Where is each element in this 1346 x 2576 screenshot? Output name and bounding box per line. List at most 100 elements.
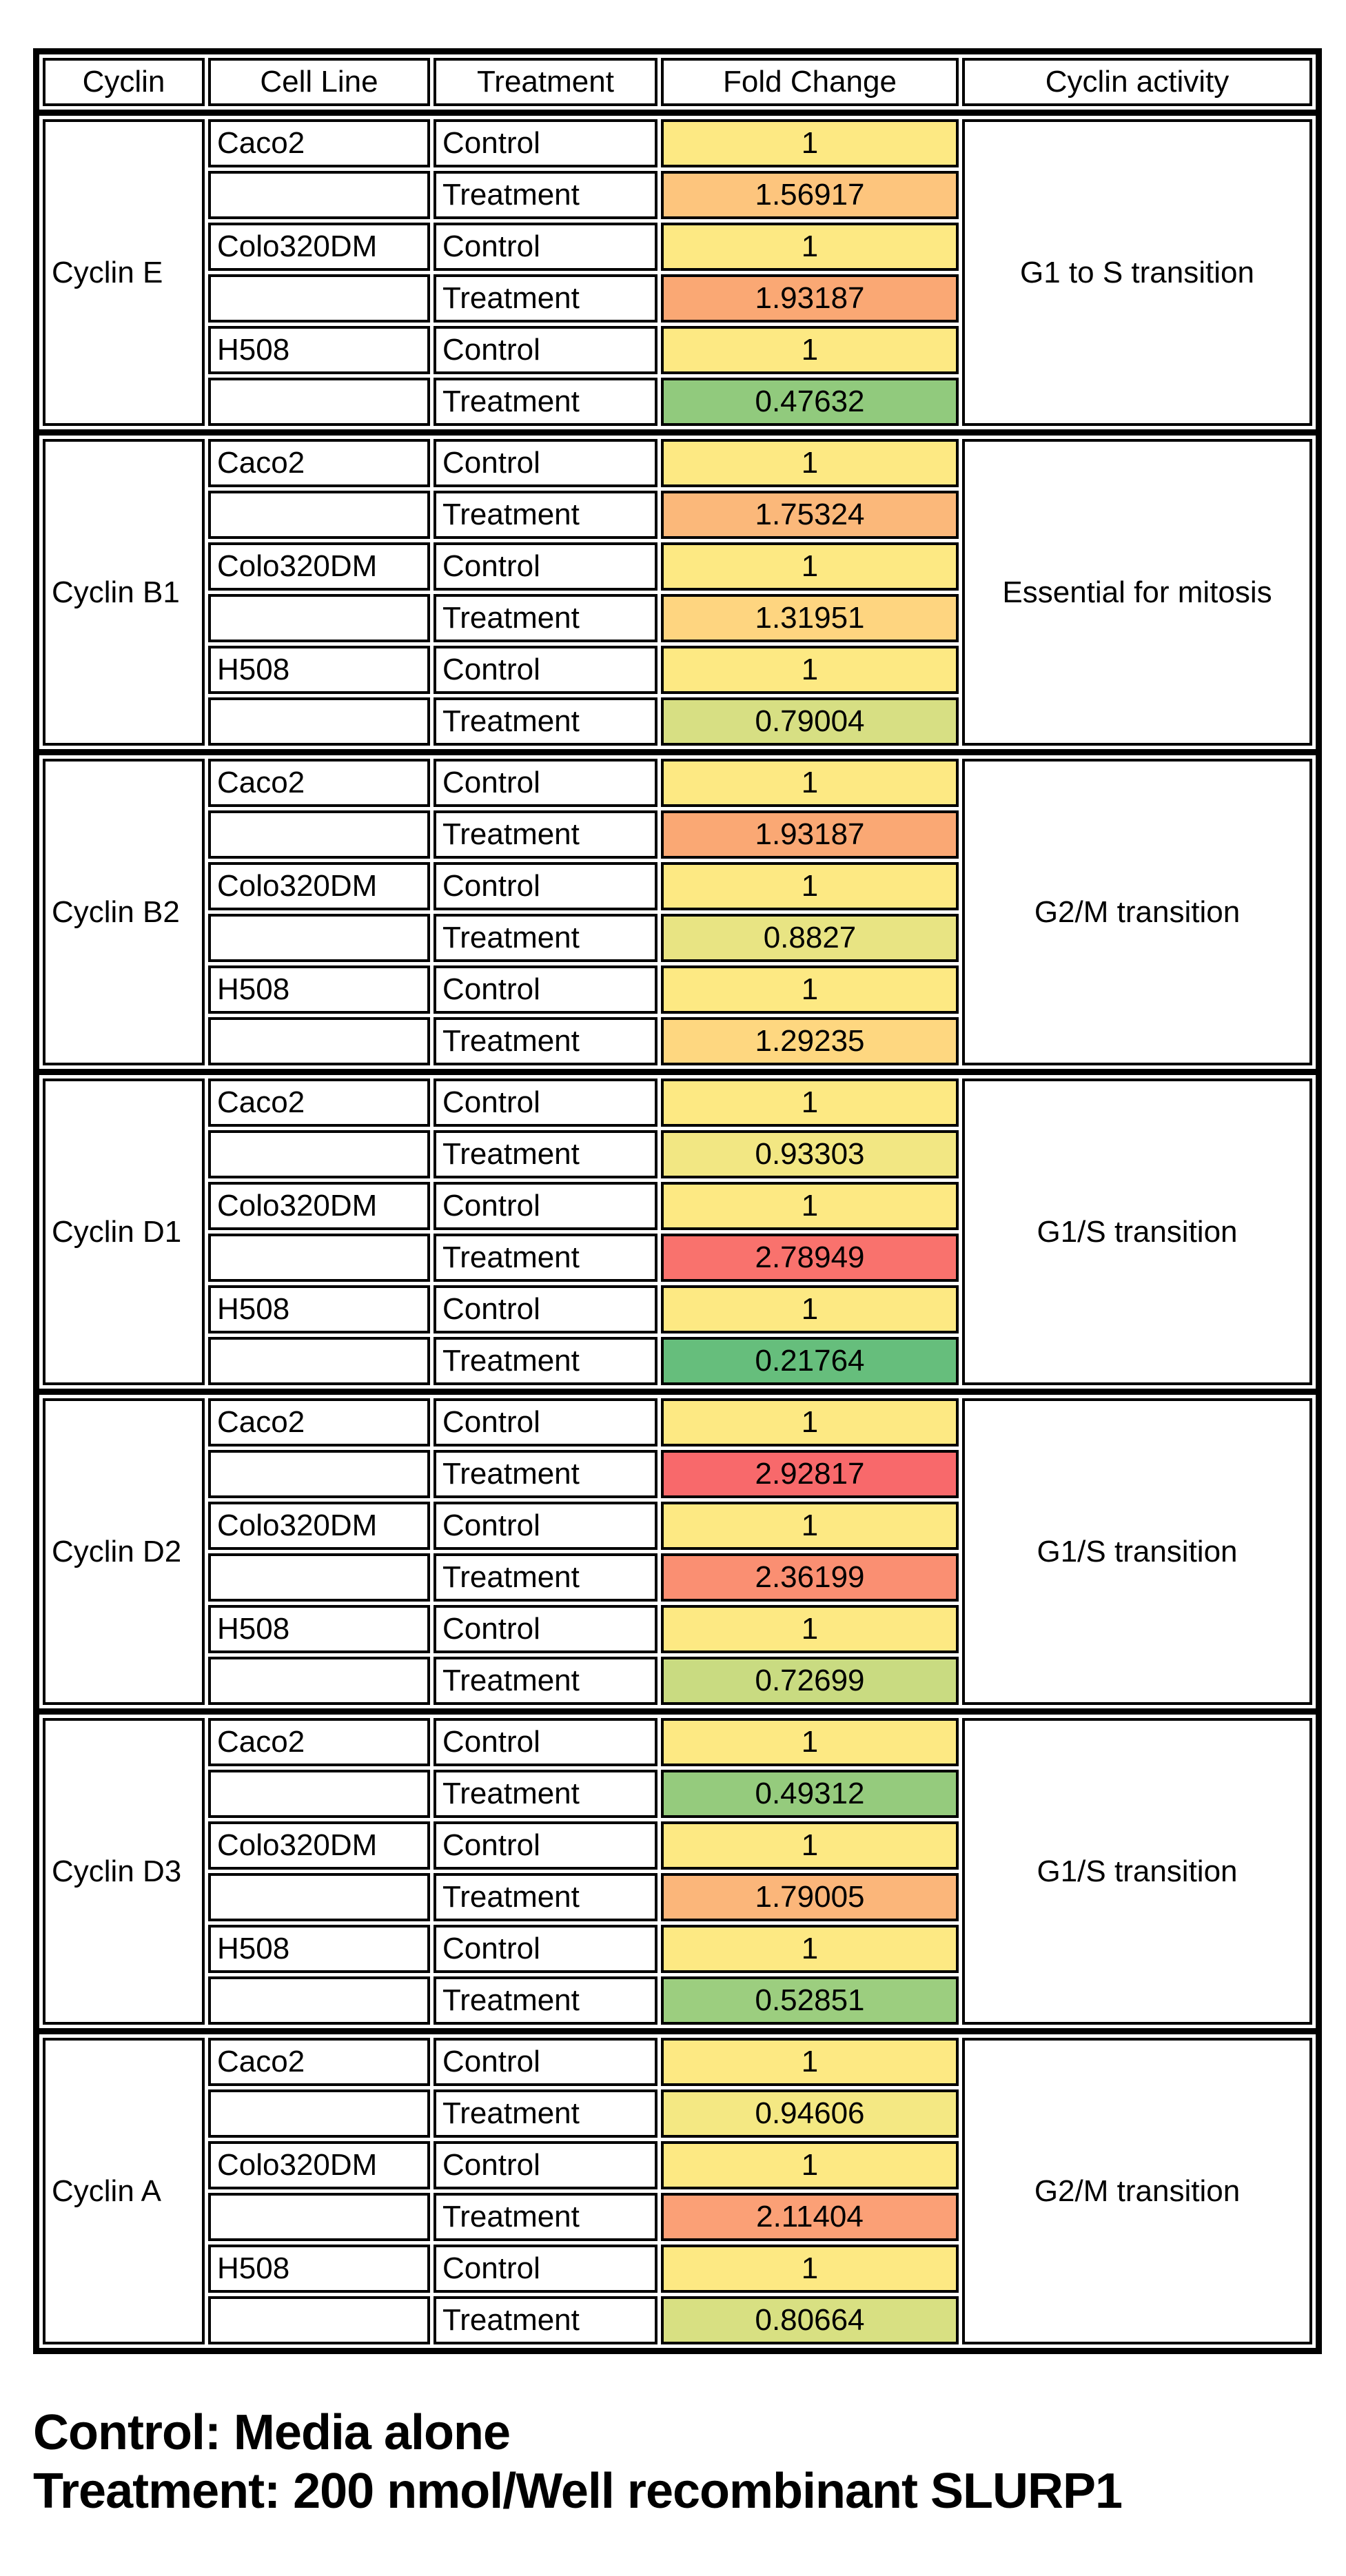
fold-change-cell: 1	[661, 1079, 959, 1127]
treatment-cell: Treatment	[434, 2089, 657, 2138]
fold-change-cell: 1	[661, 439, 959, 487]
cell-line-cell: Caco2	[208, 1079, 430, 1127]
treatment-cell: Control	[434, 1182, 657, 1230]
cyclin-name-cell: Cyclin A	[43, 2038, 205, 2344]
cyclin-name-cell: Cyclin D3	[43, 1718, 205, 2025]
cell-line-cell: Colo320DM	[208, 1182, 430, 1230]
treatment-cell: Control	[434, 1718, 657, 1766]
treatment-cell: Control	[434, 2245, 657, 2293]
cell-line-cell	[208, 1770, 430, 1818]
activity-cell: Essential for mitosis	[962, 439, 1312, 746]
fold-change-cell: 1.93187	[661, 810, 959, 859]
fold-change-cell: 1	[661, 646, 959, 694]
cell-line-cell: H508	[208, 965, 430, 1014]
cell-line-cell: Colo320DM	[208, 862, 430, 910]
cell-line-cell	[208, 1553, 430, 1602]
footnote-control: Control: Media alone	[33, 2405, 511, 2460]
fold-change-cell: 1	[661, 759, 959, 807]
treatment-cell: Control	[434, 1821, 657, 1870]
fold-change-cell: 0.72699	[661, 1657, 959, 1705]
treatment-cell: Treatment	[434, 1130, 657, 1178]
fold-change-cell: 1	[661, 965, 959, 1014]
treatment-cell: Control	[434, 439, 657, 487]
cell-line-cell	[208, 1017, 430, 1065]
activity-cell: G2/M transition	[962, 2038, 1312, 2344]
treatment-cell: Treatment	[434, 1234, 657, 1282]
cell-line-cell: Colo320DM	[208, 542, 430, 591]
fold-change-cell: 1	[661, 1925, 959, 1973]
cell-line-cell	[208, 2193, 430, 2241]
fold-change-cell: 1.56917	[661, 171, 959, 219]
fold-change-cell: 2.92817	[661, 1450, 959, 1498]
fold-change-cell: 0.80664	[661, 2296, 959, 2344]
fold-change-cell: 1	[661, 119, 959, 167]
treatment-cell: Treatment	[434, 2296, 657, 2344]
table-footnotes: Control: Media alone Treatment: 200 nmol…	[33, 2404, 1322, 2521]
column-header-fold-change: Fold Change	[661, 58, 959, 106]
treatment-cell: Treatment	[434, 914, 657, 962]
cyclin-name-cell: Cyclin D1	[43, 1079, 205, 1385]
cell-line-cell: Colo320DM	[208, 2141, 430, 2189]
table-header-row: Cyclin Cell Line Treatment Fold Change C…	[39, 54, 1316, 110]
fold-change-cell: 1	[661, 1821, 959, 1870]
cyclin-group: Cyclin B1 Caco2 Control 1 Treatment 1.75324 Co…	[39, 436, 1316, 749]
fold-change-cell: 1	[661, 2038, 959, 2086]
fold-change-cell: 1	[661, 1502, 959, 1550]
activity-cell: G2/M transition	[962, 759, 1312, 1065]
fold-change-cell: 1.79005	[661, 1873, 959, 1921]
treatment-cell: Treatment	[434, 1553, 657, 1602]
treatment-cell: Control	[434, 326, 657, 374]
cell-line-cell	[208, 1873, 430, 1921]
column-header-cyclin-activity: Cyclin activity	[962, 58, 1312, 106]
fold-change-cell: 1	[661, 1605, 959, 1653]
cell-line-cell: H508	[208, 1605, 430, 1653]
cell-line-cell	[208, 1234, 430, 1282]
cell-line-cell	[208, 594, 430, 642]
fold-change-cell: 1	[661, 1285, 959, 1333]
treatment-cell: Control	[434, 1502, 657, 1550]
cell-line-cell	[208, 1337, 430, 1385]
cyclin-group: Cyclin D3 Caco2 Control 1 Treatment 0.49312 Co…	[39, 1715, 1316, 2028]
cyclin-name-cell: Cyclin E	[43, 119, 205, 426]
cyclin-group: Cyclin A Caco2 Control 1 Treatment 0.94606 Col…	[39, 2034, 1316, 2348]
treatment-cell: Control	[434, 119, 657, 167]
cyclin-name-cell: Cyclin D2	[43, 1398, 205, 1705]
cyclin-name-cell: Cyclin B2	[43, 759, 205, 1065]
fold-change-table: Cyclin Cell Line Treatment Fold Change C…	[33, 48, 1322, 2354]
cell-line-cell	[208, 274, 430, 323]
cyclin-group: Cyclin B2 Caco2 Control 1 Treatment 1.93187 Co…	[39, 755, 1316, 1069]
cell-line-cell	[208, 378, 430, 426]
treatment-cell: Treatment	[434, 594, 657, 642]
cell-line-cell: Caco2	[208, 1718, 430, 1766]
cell-line-cell	[208, 2296, 430, 2344]
group-separator	[39, 1069, 1316, 1075]
cell-line-cell: Colo320DM	[208, 1502, 430, 1550]
cell-line-cell	[208, 171, 430, 219]
cell-line-cell: Caco2	[208, 1398, 430, 1447]
treatment-cell: Treatment	[434, 810, 657, 859]
fold-change-cell: 0.94606	[661, 2089, 959, 2138]
cell-line-cell: H508	[208, 2245, 430, 2293]
cell-line-cell	[208, 914, 430, 962]
group-separator	[39, 749, 1316, 755]
treatment-cell: Control	[434, 862, 657, 910]
fold-change-cell: 0.49312	[661, 1770, 959, 1818]
treatment-cell: Control	[434, 2038, 657, 2086]
group-separator	[39, 1389, 1316, 1395]
activity-cell: G1/S transition	[962, 1079, 1312, 1385]
cell-line-cell	[208, 810, 430, 859]
fold-change-cell: 1	[661, 1182, 959, 1230]
treatment-cell: Treatment	[434, 1770, 657, 1818]
treatment-cell: Control	[434, 1285, 657, 1333]
fold-change-cell: 1	[661, 862, 959, 910]
treatment-cell: Control	[434, 2141, 657, 2189]
cell-line-cell	[208, 491, 430, 539]
treatment-cell: Control	[434, 965, 657, 1014]
cell-line-cell	[208, 1450, 430, 1498]
cell-line-cell	[208, 697, 430, 746]
treatment-cell: Control	[434, 1605, 657, 1653]
cell-line-cell	[208, 1657, 430, 1705]
group-separator	[39, 1708, 1316, 1715]
treatment-cell: Treatment	[434, 1017, 657, 1065]
